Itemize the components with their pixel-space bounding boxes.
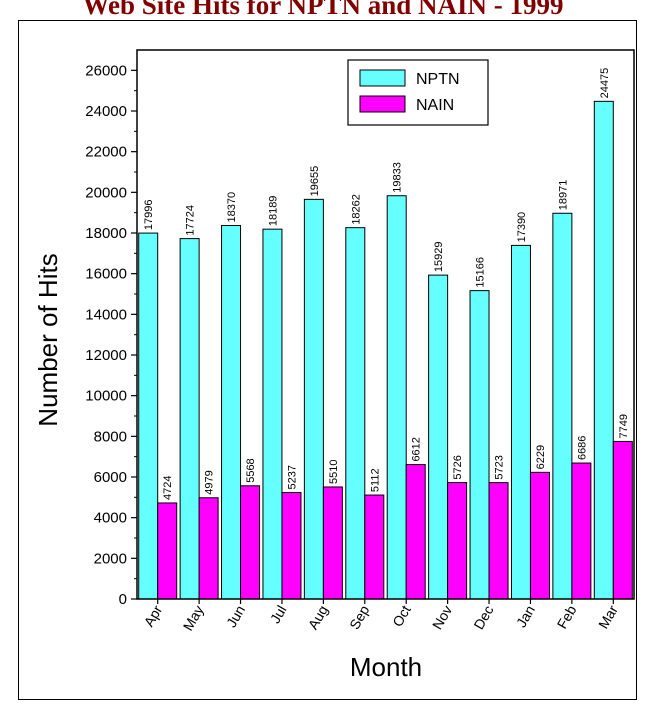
data-label-nain-feb: 6686 [576, 436, 588, 460]
y-tick-label: 10000 [85, 388, 127, 405]
legend: NPTN NAIN [347, 59, 489, 126]
x-axis-title: Month [350, 652, 422, 682]
data-label-nptn-jan: 17390 [516, 212, 528, 243]
bar-nptn-dec [469, 290, 490, 600]
x-tick-label-dec: Dec [470, 603, 496, 633]
x-tick-label-jul: Jul [267, 603, 290, 627]
y-tick-label: 0 [119, 591, 127, 608]
data-label-nptn-jul: 18189 [267, 196, 279, 227]
x-axis: Apr May Jun Jul Aug Sep Oct Nov Dec Jan Feb Mar [141, 599, 621, 633]
bar-nptn-feb [552, 212, 573, 600]
y-tick-label: 22000 [85, 144, 127, 161]
bar-nptn-nov [428, 274, 449, 600]
x-tick-label-may: May [180, 603, 207, 634]
bar-nptn-apr [138, 232, 159, 600]
bar-nptn-jul [262, 228, 283, 600]
data-label-nptn-jun: 18370 [226, 192, 238, 223]
y-axis-title: Number of Hits [33, 253, 63, 426]
data-label-nain-oct: 6612 [411, 437, 423, 461]
data-label-nptn-may: 17724 [185, 205, 197, 236]
bar-nain-aug [322, 486, 343, 600]
legend-swatch-nptn [359, 69, 406, 87]
x-tick-label-sep: Sep [346, 602, 372, 632]
y-tick-label: 4000 [94, 510, 127, 527]
bar-nptn-oct [386, 195, 407, 600]
data-label-nptn-nov: 15929 [433, 242, 445, 273]
legend-label-nain: NAIN [416, 97, 454, 114]
x-tick-label-apr: Apr [141, 602, 166, 629]
bar-nain-jan [529, 471, 550, 600]
bar-nain-may [198, 497, 219, 600]
data-label-nptn-aug: 19655 [309, 166, 321, 197]
y-tick-label: 2000 [94, 550, 127, 567]
data-label-nain-mar: 7749 [618, 414, 630, 438]
data-label-nptn-oct: 19833 [392, 162, 404, 193]
y-tick-label: 6000 [94, 469, 127, 486]
x-tick-label-nov: Nov [429, 603, 455, 633]
data-label-nptn-apr: 17996 [143, 199, 155, 230]
data-label-nain-apr: 4724 [162, 475, 174, 499]
x-tick-label-jan: Jan [513, 603, 538, 631]
plot-area-border [136, 49, 635, 600]
data-label-nptn-sep: 18262 [350, 194, 362, 225]
bars-layer [138, 100, 633, 600]
bar-nptn-jun [221, 224, 242, 600]
y-tick-label: 12000 [85, 347, 127, 364]
y-tick-label: 24000 [85, 103, 127, 120]
y-tick-label: 16000 [85, 266, 127, 283]
bar-nain-jul [281, 492, 302, 600]
y-tick-label: 18000 [85, 225, 127, 242]
data-label-nain-nov: 5726 [452, 455, 464, 479]
bar-nain-oct [405, 464, 426, 600]
legend-label-nptn: NPTN [416, 71, 460, 88]
bar-nain-sep [364, 494, 385, 600]
bar-nain-jun [240, 485, 261, 600]
x-tick-label-aug: Aug [305, 603, 331, 633]
bar-nptn-may [179, 238, 200, 600]
data-label-nptn-mar: 24475 [599, 68, 611, 99]
bar-nain-dec [488, 482, 509, 600]
data-label-nain-may: 4979 [204, 470, 216, 494]
x-tick-label-jun: Jun [223, 603, 248, 631]
data-label-nptn-feb: 18971 [557, 180, 569, 211]
bar-nptn-jan [510, 244, 531, 600]
bar-nain-apr [157, 502, 178, 600]
bar-nain-feb [571, 462, 592, 600]
data-label-nain-sep: 5112 [369, 468, 381, 492]
data-label-nptn-dec: 15166 [475, 257, 487, 288]
bar-nptn-sep [345, 227, 366, 600]
legend-swatch-nain [359, 95, 406, 113]
y-tick-label: 14000 [85, 306, 127, 323]
data-label-nain-jul: 5237 [286, 465, 298, 489]
x-tick-label-feb: Feb [554, 602, 580, 631]
data-label-nain-jun: 5568 [245, 458, 257, 482]
y-tick-label: 26000 [85, 62, 127, 79]
bar-nptn-mar [593, 100, 614, 600]
y-tick-label: 20000 [85, 184, 127, 201]
data-label-nain-aug: 5510 [328, 459, 340, 483]
chart-title: Web Site Hits for NPTN and NAIN - 1999 [82, 0, 564, 20]
y-axis: 0 2000 4000 6000 8000 10000 12000 14000 16000 180… [85, 62, 137, 608]
bar-nptn-aug [303, 198, 324, 600]
data-label-nain-jan: 6229 [535, 445, 547, 469]
x-tick-label-oct: Oct [389, 602, 414, 629]
y-tick-label: 8000 [94, 428, 127, 445]
data-labels-layer: 17996 4724 17724 4979 18370 5568 18189 5237 1965… [143, 68, 630, 500]
bar-nain-nov [447, 482, 468, 600]
bar-nain-mar [612, 440, 633, 600]
x-tick-label-mar: Mar [595, 602, 621, 631]
data-label-nain-dec: 5723 [494, 455, 506, 479]
